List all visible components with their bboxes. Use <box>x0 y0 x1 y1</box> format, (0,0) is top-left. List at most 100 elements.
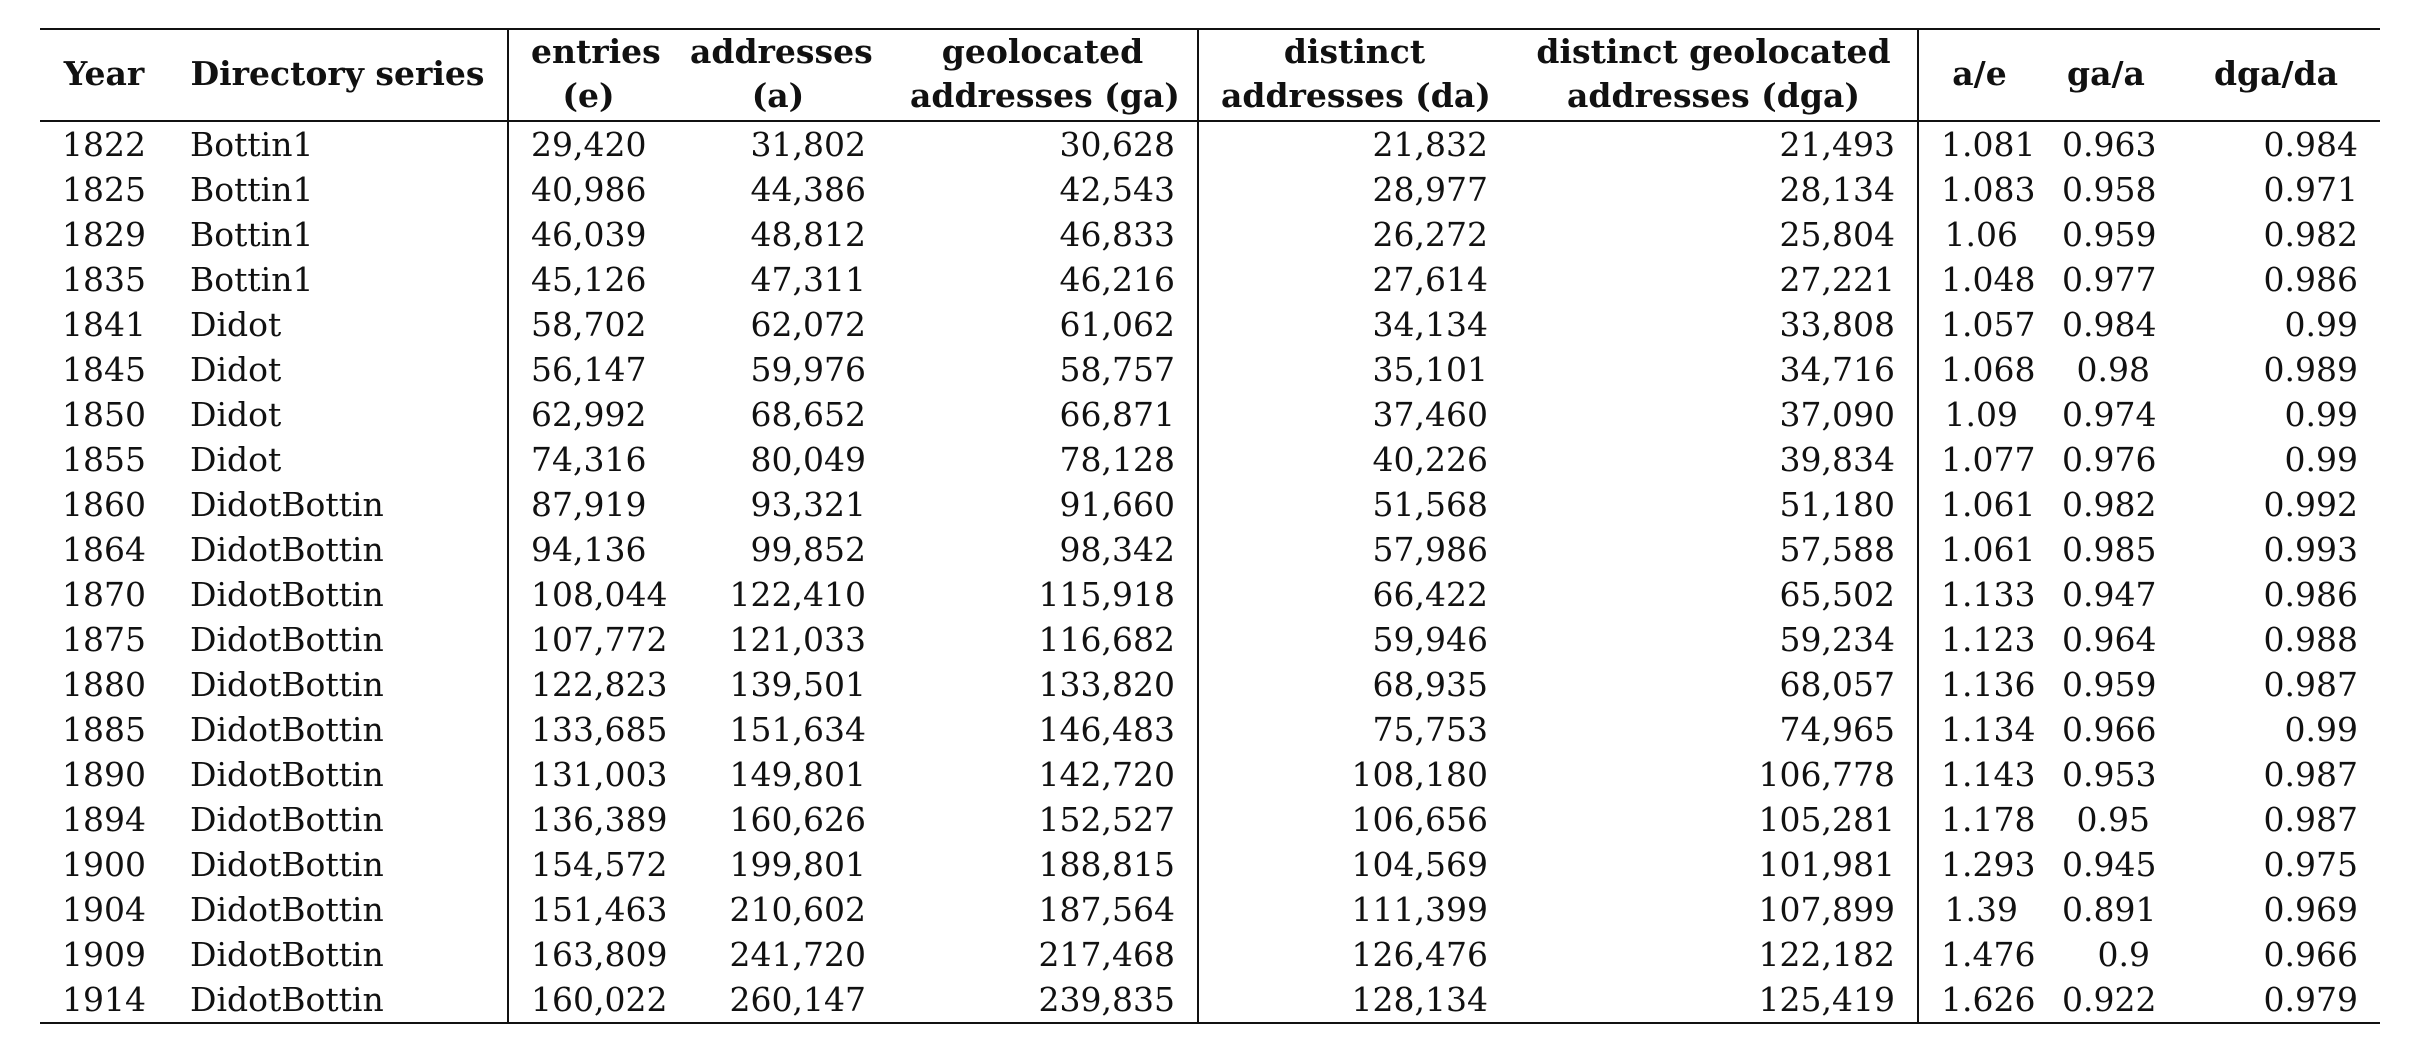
cell-distinct-geolocated-addresses: 25,804 <box>1510 212 1919 257</box>
cell-distinct-geolocated-addresses: 39,834 <box>1510 437 1919 482</box>
cell-geolocated-addresses: 142,720 <box>888 752 1199 797</box>
cell-year: 1909 <box>62 935 146 974</box>
cell-entries: 94,136 <box>531 530 647 569</box>
cell-year: 1894 <box>62 800 146 839</box>
cell-series: DidotBottin <box>168 977 509 1024</box>
cell-year: 1880 <box>62 665 146 704</box>
cell-a-over-e: 1.081 <box>1941 125 2036 164</box>
cell-entries: 122,823 <box>531 665 668 704</box>
cell-geolocated-addresses: 66,871 <box>888 392 1199 437</box>
cell-geolocated-addresses: 152,527 <box>888 797 1199 842</box>
cell-a-over-e: 1.077 <box>1941 440 2036 479</box>
cell-a-over-e: 1.061 <box>1941 530 2036 569</box>
header-a-over-e: a/e <box>1918 28 2040 122</box>
cell-year: 1850 <box>62 395 146 434</box>
header-dga-over-da: dga/da <box>2172 28 2380 122</box>
cell-geolocated-addresses: 239,835 <box>888 977 1199 1024</box>
table-row: 1822 Bottin1 29,420 31,802 30,628 21,832 21,49… <box>40 121 2380 167</box>
cell-series: DidotBottin <box>168 527 509 572</box>
cell-addresses: 68,652 <box>750 395 866 434</box>
cell-addresses: 139,501 <box>729 665 866 704</box>
cell-geolocated-addresses: 61,062 <box>888 302 1199 347</box>
header-entries-line1: entries <box>531 32 661 71</box>
table-row: 1825 Bottin1 40,986 44,386 42,543 28,977 28,13… <box>40 167 2380 212</box>
cell-distinct-addresses: 108,180 <box>1351 755 1488 794</box>
cell-distinct-addresses: 66,422 <box>1372 575 1488 614</box>
cell-ga-over-a: 0.945 <box>2062 845 2157 884</box>
cell-ga-over-a: 0.891 <box>2062 890 2157 929</box>
cell-entries: 56,147 <box>531 350 647 389</box>
cell-ga-over-a: 0.984 <box>2062 305 2157 344</box>
cell-distinct-geolocated-addresses: 107,899 <box>1510 887 1919 932</box>
cell-dga-over-da: 0.971 <box>2263 170 2358 209</box>
cell-addresses: 80,049 <box>750 440 866 479</box>
cell-distinct-addresses: 27,614 <box>1372 260 1488 299</box>
header-addresses-line1: addresses <box>690 32 873 71</box>
table-row: 1860 DidotBottin 87,919 93,321 91,660 51,568 5… <box>40 482 2380 527</box>
cell-dga-over-da: 0.969 <box>2263 890 2358 929</box>
cell-entries: 29,420 <box>531 125 647 164</box>
cell-distinct-addresses: 28,977 <box>1372 170 1488 209</box>
header-ga-line1: geolocated <box>941 32 1144 71</box>
cell-addresses: 93,321 <box>750 485 866 524</box>
table-row: 1864 DidotBottin 94,136 99,852 98,342 57,986 5… <box>40 527 2380 572</box>
cell-distinct-geolocated-addresses: 125,419 <box>1510 977 1919 1024</box>
cell-a-over-e: 1.39 <box>1944 890 2018 929</box>
cell-addresses: 44,386 <box>750 170 866 209</box>
cell-dga-over-da: 0.986 <box>2263 575 2358 614</box>
cell-dga-over-da: 0.987 <box>2263 755 2358 794</box>
table-row: 1885 DidotBottin 133,685 151,634 146,483 75,7… <box>40 707 2380 752</box>
cell-distinct-addresses: 104,569 <box>1351 845 1488 884</box>
cell-series: Didot <box>168 437 509 482</box>
cell-series: Bottin1 <box>168 121 509 167</box>
cell-addresses: 122,410 <box>729 575 866 614</box>
cell-series: DidotBottin <box>168 797 509 842</box>
cell-series: Bottin1 <box>168 167 509 212</box>
cell-distinct-addresses: 37,460 <box>1372 395 1488 434</box>
cell-geolocated-addresses: 58,757 <box>888 347 1199 392</box>
header-ga-over-a: ga/a <box>2040 28 2172 122</box>
cell-entries: 154,572 <box>531 845 668 884</box>
cell-series: DidotBottin <box>168 482 509 527</box>
cell-year: 1914 <box>40 977 168 1024</box>
cell-ga-over-a: 0.947 <box>2062 575 2157 614</box>
cell-entries: 131,003 <box>531 755 668 794</box>
cell-series: DidotBottin <box>168 572 509 617</box>
cell-ga-over-a: 0.985 <box>2062 530 2157 569</box>
cell-year: 1864 <box>62 530 146 569</box>
cell-distinct-geolocated-addresses: 101,981 <box>1510 842 1919 887</box>
cell-distinct-addresses: 75,753 <box>1372 710 1488 749</box>
cell-distinct-geolocated-addresses: 27,221 <box>1510 257 1919 302</box>
cell-entries: 45,126 <box>531 260 647 299</box>
cell-addresses: 241,720 <box>729 935 866 974</box>
cell-distinct-addresses: 128,134 <box>1198 977 1510 1024</box>
cell-distinct-addresses: 57,986 <box>1372 530 1488 569</box>
cell-geolocated-addresses: 116,682 <box>888 617 1199 662</box>
cell-addresses: 47,311 <box>750 260 866 299</box>
cell-a-over-e: 1.068 <box>1941 350 2036 389</box>
cell-entries: 108,044 <box>531 575 668 614</box>
cell-dga-over-da: 0.979 <box>2172 977 2380 1024</box>
cell-addresses: 121,033 <box>729 620 866 659</box>
cell-dga-over-da: 0.966 <box>2263 935 2358 974</box>
table-row: 1894 DidotBottin 136,389 160,626 152,527 106,… <box>40 797 2380 842</box>
cell-ga-over-a: 0.958 <box>2062 170 2157 209</box>
cell-dga-over-da: 0.989 <box>2263 350 2358 389</box>
cell-entries: 87,919 <box>531 485 647 524</box>
table-row: 1855 Didot 74,316 80,049 78,128 40,226 39,834 1… <box>40 437 2380 482</box>
cell-addresses: 62,072 <box>750 305 866 344</box>
cell-entries: 160,022 <box>508 977 668 1024</box>
cell-distinct-geolocated-addresses: 122,182 <box>1510 932 1919 977</box>
cell-year: 1904 <box>62 890 146 929</box>
cell-geolocated-addresses: 146,483 <box>888 707 1199 752</box>
cell-a-over-e: 1.626 <box>1918 977 2040 1024</box>
cell-series: Bottin1 <box>168 257 509 302</box>
cell-addresses: 260,147 <box>668 977 888 1024</box>
cell-a-over-e: 1.048 <box>1941 260 2036 299</box>
cell-ga-over-a: 0.98 <box>2076 350 2150 389</box>
cell-addresses: 31,802 <box>750 125 866 164</box>
cell-year: 1822 <box>62 125 146 164</box>
cell-dga-over-da: 0.982 <box>2263 215 2358 254</box>
cell-a-over-e: 1.06 <box>1944 215 2018 254</box>
cell-ga-over-a: 0.964 <box>2062 620 2157 659</box>
